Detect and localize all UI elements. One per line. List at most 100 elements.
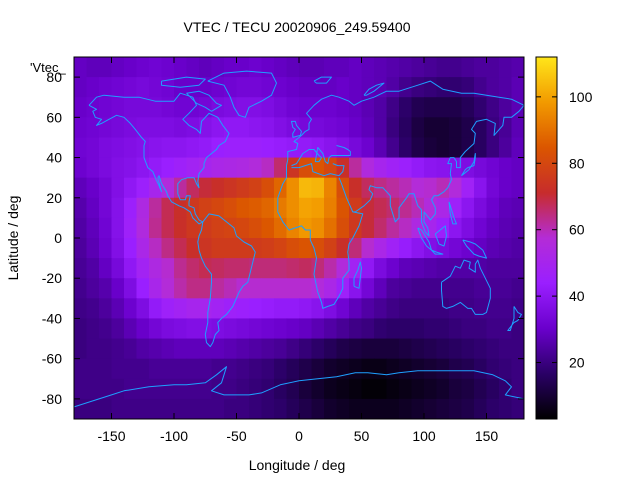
heatmap-cell	[211, 318, 225, 340]
heatmap-cell	[311, 378, 325, 400]
heatmap-cell	[374, 258, 388, 279]
heatmap-cell	[411, 137, 425, 159]
heatmap-cell	[449, 157, 463, 179]
heatmap-cell	[261, 318, 275, 340]
heatmap-cell	[174, 137, 188, 159]
heatmap-cell	[411, 378, 425, 400]
heatmap-cell	[161, 197, 175, 219]
heatmap-cell	[274, 398, 288, 419]
y-tick-label: 60	[46, 109, 62, 125]
heatmap-cell	[474, 137, 488, 159]
heatmap-cell	[211, 197, 225, 219]
heatmap-cell	[349, 217, 363, 239]
heatmap-cell	[174, 358, 188, 380]
heatmap-cell	[211, 398, 225, 419]
heatmap-cell	[474, 117, 488, 139]
heatmap-cell	[411, 358, 425, 380]
heatmap-cell	[311, 398, 325, 419]
heatmap-cell	[161, 378, 175, 400]
heatmap-cell	[336, 197, 350, 219]
heatmap-cell	[399, 137, 413, 159]
coastline-mediterranean-north	[291, 145, 351, 167]
heatmap-cell	[249, 157, 263, 179]
heatmap-cell	[436, 398, 450, 419]
heatmap-cell	[149, 258, 163, 279]
heatmap-cell	[124, 298, 138, 320]
heatmap-cell	[424, 97, 438, 118]
heatmap-cell	[199, 258, 213, 279]
heatmap-cell	[499, 258, 513, 279]
x-tick-label: 100	[412, 428, 436, 444]
heatmap-cell	[236, 358, 250, 380]
heatmap-cell	[386, 278, 400, 299]
heatmap-cell	[311, 197, 325, 219]
heatmap-cell	[486, 398, 500, 419]
heatmap-cell	[99, 318, 113, 340]
heatmap-cell	[449, 97, 463, 118]
heatmap-cell	[399, 117, 413, 139]
heatmap-cell	[336, 398, 350, 419]
coastlines	[74, 70, 524, 408]
heatmap-cell	[186, 278, 200, 299]
heatmap-cell	[399, 97, 413, 118]
heatmap-cell	[124, 338, 138, 360]
heatmap-cell	[474, 278, 488, 299]
coastline-antarctica	[74, 366, 524, 408]
heatmap-cell	[224, 97, 238, 118]
heatmap-cell	[161, 77, 175, 98]
heatmap-cell	[361, 238, 375, 259]
heatmap-cell	[249, 378, 263, 400]
heatmap-cell	[174, 338, 188, 360]
heatmap-cell	[474, 298, 488, 320]
heatmap-cell	[511, 258, 524, 279]
heatmap-cell	[111, 398, 125, 419]
heatmap-cell	[86, 358, 100, 380]
heatmap-cell	[161, 157, 175, 179]
heatmap-cell	[274, 217, 288, 239]
heatmap-cell	[136, 318, 150, 340]
heatmap-cell	[449, 77, 463, 98]
heatmap-cell	[436, 57, 450, 78]
heatmap-cell	[136, 77, 150, 98]
heatmap-cell	[499, 217, 513, 239]
heatmap-cell	[261, 278, 275, 299]
heatmap-cell	[124, 177, 138, 199]
heatmap-cell	[361, 197, 375, 219]
heatmap-cell	[361, 378, 375, 400]
heatmap-cell	[461, 217, 475, 239]
heatmap-cell	[474, 157, 488, 179]
heatmap-cell	[124, 258, 138, 279]
heatmap-cell	[199, 298, 213, 320]
heatmap-cell	[174, 97, 188, 118]
heatmap-cell	[161, 97, 175, 118]
heatmap-cell	[199, 398, 213, 419]
heatmap-cell	[111, 258, 125, 279]
heatmap-cell	[299, 398, 313, 419]
heatmap-cell	[499, 117, 513, 139]
heatmap-cell	[149, 358, 163, 380]
heatmap-cell	[99, 378, 113, 400]
chart-title: VTEC / TECU 20020906_249.59400	[183, 19, 410, 35]
heatmap-cell	[511, 177, 524, 199]
heatmap-cell	[386, 398, 400, 419]
heatmap-cell	[261, 97, 275, 118]
heatmap-cell	[161, 238, 175, 259]
heatmap-cell	[74, 57, 88, 78]
heatmap-cell	[499, 77, 513, 98]
heatmap-cell	[136, 378, 150, 400]
heatmap-cell	[149, 398, 163, 419]
heatmap-cell	[186, 338, 200, 360]
heatmap-cell	[274, 77, 288, 98]
heatmap-cell	[86, 338, 100, 360]
heatmap-cell	[486, 298, 500, 320]
heatmap-cell	[199, 278, 213, 299]
heatmap-cell	[386, 217, 400, 239]
heatmap-cell	[436, 338, 450, 360]
heatmap-cell	[386, 57, 400, 78]
heatmap-cell	[161, 117, 175, 139]
heatmap-cell	[461, 137, 475, 159]
heatmap-cell	[249, 137, 263, 159]
heatmap-cell	[211, 217, 225, 239]
heatmap-cell	[449, 117, 463, 139]
heatmap-cell	[199, 197, 213, 219]
